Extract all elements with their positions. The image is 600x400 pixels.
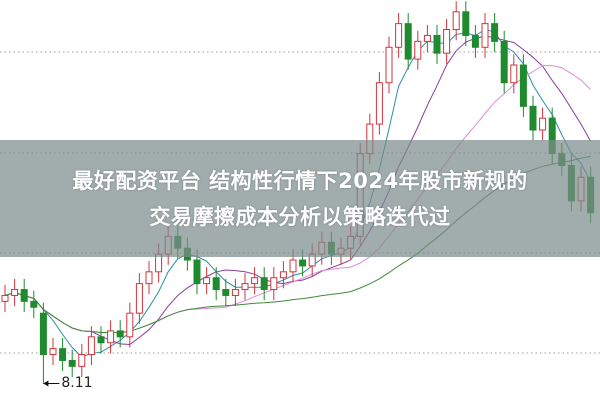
candle: [135, 273, 143, 324]
candle: [39, 302, 47, 384]
candle: [20, 278, 28, 312]
candle: [510, 54, 518, 94]
candle-body: [414, 40, 422, 60]
candle: [471, 24, 479, 58]
candle: [539, 107, 547, 141]
candle: [491, 13, 499, 52]
low-price-value: 8.11: [61, 374, 93, 391]
low-price-label: 8.11: [61, 375, 92, 391]
candle: [1, 284, 9, 312]
candle-body: [59, 348, 67, 361]
candle-body: [11, 289, 19, 296]
candle-body: [500, 40, 508, 84]
candle-body: [423, 34, 431, 42]
candle-body: [443, 29, 451, 54]
candle-body: [452, 11, 460, 31]
candle: [500, 30, 508, 94]
candle-body: [471, 34, 479, 48]
candle-body: [241, 283, 249, 291]
candle-body: [203, 277, 211, 285]
candle: [519, 54, 527, 117]
candle: [116, 320, 124, 348]
candle: [68, 349, 76, 377]
candle: [145, 261, 153, 295]
candle: [87, 326, 95, 366]
candle-body: [193, 259, 201, 285]
candle-body: [87, 336, 95, 356]
candle: [385, 36, 393, 94]
candle: [443, 18, 451, 64]
candle-body: [126, 312, 134, 338]
candle-body: [289, 259, 297, 273]
candle: [107, 320, 115, 354]
candle: [49, 338, 57, 366]
candle: [423, 24, 431, 52]
candle-body: [97, 336, 105, 344]
candle: [251, 267, 259, 295]
low-arrow-head: [43, 380, 49, 387]
candle-body: [539, 117, 547, 131]
candle-body: [481, 23, 489, 48]
candle-body: [251, 277, 259, 285]
candle: [452, 1, 460, 41]
candle-body: [270, 277, 278, 291]
candle-body: [404, 23, 412, 60]
candle: [97, 326, 105, 354]
candle-body: [107, 330, 115, 344]
candle-body: [30, 300, 38, 308]
candle-body: [68, 359, 76, 367]
candle: [395, 13, 403, 58]
candle-body: [135, 283, 143, 314]
candle-body: [462, 11, 470, 36]
candle: [414, 30, 422, 70]
candle: [212, 267, 220, 301]
candle-body: [491, 23, 499, 42]
candle: [375, 72, 383, 135]
candle: [203, 267, 211, 295]
candle-body: [145, 271, 153, 285]
candle-body: [395, 23, 403, 48]
candle-body: [116, 330, 124, 338]
candle-body: [385, 46, 393, 84]
candle-body: [433, 34, 441, 54]
candle-body: [299, 259, 307, 267]
candle: [231, 278, 239, 307]
candle-body: [519, 64, 527, 107]
candle: [30, 290, 38, 318]
candle-body: [212, 277, 220, 291]
candle: [481, 13, 489, 58]
candle: [529, 95, 537, 141]
candle: [126, 302, 134, 348]
candle-body: [375, 82, 383, 125]
candle: [270, 267, 278, 301]
candle-body: [279, 271, 287, 279]
candle-body: [260, 277, 268, 291]
candle-body: [529, 105, 537, 131]
candle-body: [231, 289, 239, 296]
title-line-2: 交易摩擦成本分析以策略迭代过: [149, 204, 451, 229]
candle: [260, 267, 268, 301]
candle: [433, 24, 441, 64]
title-banner: 最好配资平台 结构性行情下2024年股市新规的 交易摩擦成本分析以策略迭代过: [0, 140, 600, 257]
candle: [241, 273, 249, 301]
candle-body: [49, 348, 57, 356]
candle-body: [222, 289, 230, 296]
candle: [404, 13, 412, 70]
title-line-1: 最好配资平台 结构性行情下2024年股市新规的: [72, 168, 528, 193]
candle-body: [20, 289, 28, 302]
candle-body: [1, 294, 9, 302]
candle: [279, 261, 287, 289]
candle-body: [78, 354, 86, 367]
candle: [78, 343, 86, 377]
candle: [222, 278, 230, 307]
candle: [462, 1, 470, 47]
candle-body: [39, 312, 47, 356]
candle-body: [510, 64, 518, 84]
candle: [11, 278, 19, 307]
candle: [59, 338, 67, 372]
